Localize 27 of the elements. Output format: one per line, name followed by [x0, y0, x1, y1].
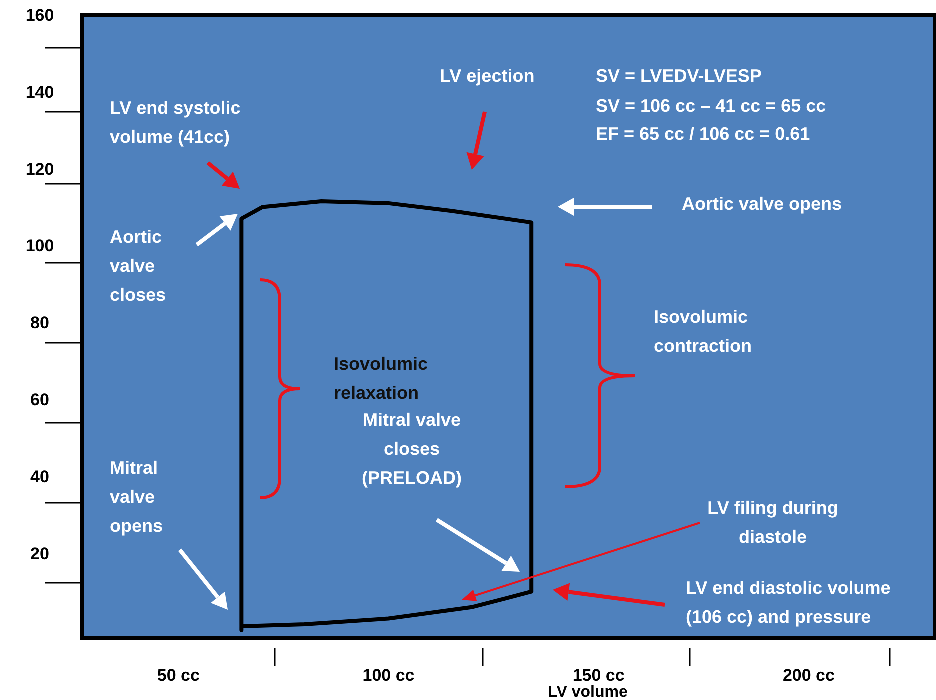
line-series	[240, 200, 534, 632]
y-tick-label: 100	[26, 236, 54, 256]
annotation: Aortic valve opens	[682, 194, 842, 214]
x-tick-label: 150 cc	[572, 666, 625, 685]
y-tick-label: 140	[26, 82, 54, 102]
y-tick-label: 60	[30, 390, 50, 410]
y-tick-label: 20	[30, 544, 50, 564]
x-tick-label: 50 cc	[157, 666, 200, 685]
annotation: Isovolumic contraction	[654, 307, 752, 356]
annotation: LV end diastolic volume (106 cc) and pressure	[686, 578, 891, 627]
annotation: Mitral valve opens	[110, 458, 164, 536]
annotation: SV = LVEDV-LVESP	[596, 66, 762, 86]
y-tick-label: 120	[26, 160, 54, 179]
annotation: LV filing during diastole	[708, 498, 838, 547]
annotation: EF = 65 cc / 106 cc = 0.61	[596, 124, 810, 144]
x-tick-label: 200 cc	[782, 666, 835, 685]
y-tick-label: 160	[26, 6, 54, 25]
annotation: SV = 106 cc – 41 cc = 65 cc	[596, 96, 826, 116]
annotation: LV end systolic volume (41cc)	[110, 98, 241, 147]
y-tick-label: 40	[30, 467, 50, 486]
x-tick-label: 100 cc	[362, 666, 415, 685]
annotation: Aortic valve closes	[110, 227, 166, 305]
y-tick-label: 80	[30, 314, 50, 333]
annotation: Isovolumic relaxation	[334, 354, 428, 403]
x-axis-title: LV volume	[548, 684, 628, 700]
annotation: LV ejection	[440, 66, 535, 86]
annotation: Mitral valve closes (PRELOAD)	[362, 410, 462, 488]
